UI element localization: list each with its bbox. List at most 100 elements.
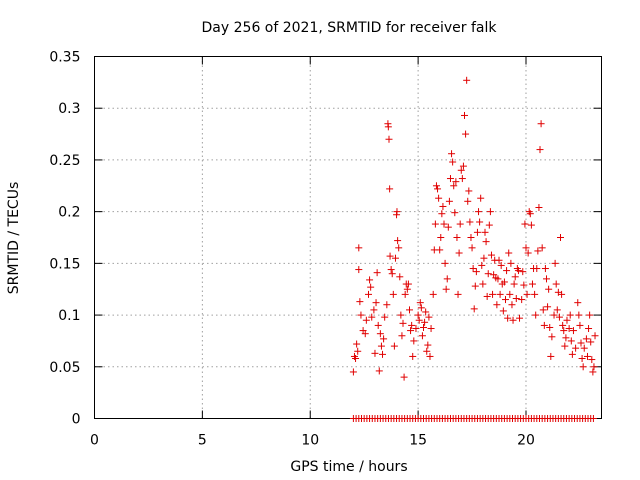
data-point xyxy=(391,254,399,262)
y-tick-label: 0.15 xyxy=(49,256,80,272)
data-point xyxy=(512,295,520,303)
data-point xyxy=(449,158,457,166)
x-tick-label: 10 xyxy=(301,433,319,449)
x-axis-label: GPS time / hours xyxy=(290,459,407,475)
data-point xyxy=(553,306,561,314)
data-point xyxy=(532,311,540,319)
data-point xyxy=(349,368,357,376)
data-point xyxy=(453,234,461,241)
data-point xyxy=(456,220,464,228)
data-point xyxy=(509,316,517,324)
data-point xyxy=(541,265,549,273)
data-point xyxy=(416,299,424,307)
data-point xyxy=(561,342,569,350)
data-point xyxy=(383,301,391,309)
data-point xyxy=(401,290,409,298)
data-point xyxy=(355,244,363,252)
data-point xyxy=(510,280,518,288)
data-point xyxy=(399,319,407,327)
data-point xyxy=(374,321,382,329)
data-point xyxy=(516,314,524,322)
data-point xyxy=(586,311,594,319)
data-point xyxy=(425,313,433,321)
data-point xyxy=(357,311,365,319)
x-tick-label: 0 xyxy=(90,433,99,449)
data-point xyxy=(452,178,460,186)
data-point xyxy=(482,238,490,246)
data-point xyxy=(463,76,471,84)
data-point xyxy=(560,327,568,335)
data-point xyxy=(405,306,413,314)
data-point xyxy=(579,363,587,371)
x-tick-label: 5 xyxy=(198,433,207,449)
data-point xyxy=(403,285,411,293)
data-point xyxy=(494,275,502,283)
data-point xyxy=(486,208,494,216)
data-point xyxy=(470,305,478,313)
data-point xyxy=(483,292,491,300)
data-point xyxy=(418,332,426,340)
data-point xyxy=(355,266,363,274)
data-point xyxy=(380,335,388,343)
data-point xyxy=(545,285,553,293)
data-point xyxy=(551,259,559,267)
data-point xyxy=(518,296,526,304)
data-point xyxy=(458,175,466,183)
data-point xyxy=(362,316,370,324)
data-point xyxy=(454,290,462,298)
data-point xyxy=(591,332,599,340)
data-point xyxy=(364,290,372,298)
plot-frame xyxy=(94,56,602,419)
y-tick-label: 0.05 xyxy=(49,360,80,376)
data-point xyxy=(495,256,503,264)
data-point xyxy=(356,298,364,306)
data-point xyxy=(479,280,487,288)
data-point xyxy=(501,296,509,304)
data-point xyxy=(540,321,548,329)
y-tick-label: 0 xyxy=(72,412,81,428)
data-point xyxy=(442,285,450,293)
data-point xyxy=(448,150,456,158)
data-point xyxy=(546,323,554,331)
data-point xyxy=(475,208,483,216)
data-point xyxy=(527,221,535,229)
data-point xyxy=(567,337,575,345)
data-point xyxy=(534,247,542,255)
data-point xyxy=(485,221,493,229)
data-point xyxy=(441,259,449,267)
data-point xyxy=(568,350,576,358)
data-point xyxy=(480,254,488,262)
data-point xyxy=(555,313,563,321)
data-point xyxy=(390,342,398,350)
data-point xyxy=(539,306,547,314)
data-point xyxy=(393,208,401,216)
data-point xyxy=(471,282,479,290)
y-tick-label: 0.1 xyxy=(58,308,80,324)
data-point xyxy=(531,290,539,298)
data-point xyxy=(409,352,417,360)
data-point xyxy=(398,332,406,340)
data-point xyxy=(371,349,379,357)
data-point xyxy=(468,244,476,252)
data-point xyxy=(437,234,445,241)
data-point xyxy=(559,321,567,329)
data-point xyxy=(496,290,504,298)
data-point xyxy=(497,261,505,269)
data-point xyxy=(576,321,584,329)
data-point xyxy=(575,311,583,319)
data-point xyxy=(467,234,475,241)
data-point xyxy=(583,352,591,360)
data-point xyxy=(578,355,586,363)
data-point xyxy=(414,311,422,319)
data-point xyxy=(528,280,536,288)
data-point xyxy=(440,220,448,228)
data-point xyxy=(435,194,443,202)
grid xyxy=(94,56,602,419)
data-point xyxy=(388,270,396,278)
data-point xyxy=(557,234,565,241)
data-point xyxy=(385,135,393,143)
data-point xyxy=(487,251,495,259)
data-point xyxy=(457,166,465,174)
data-point xyxy=(353,340,361,348)
